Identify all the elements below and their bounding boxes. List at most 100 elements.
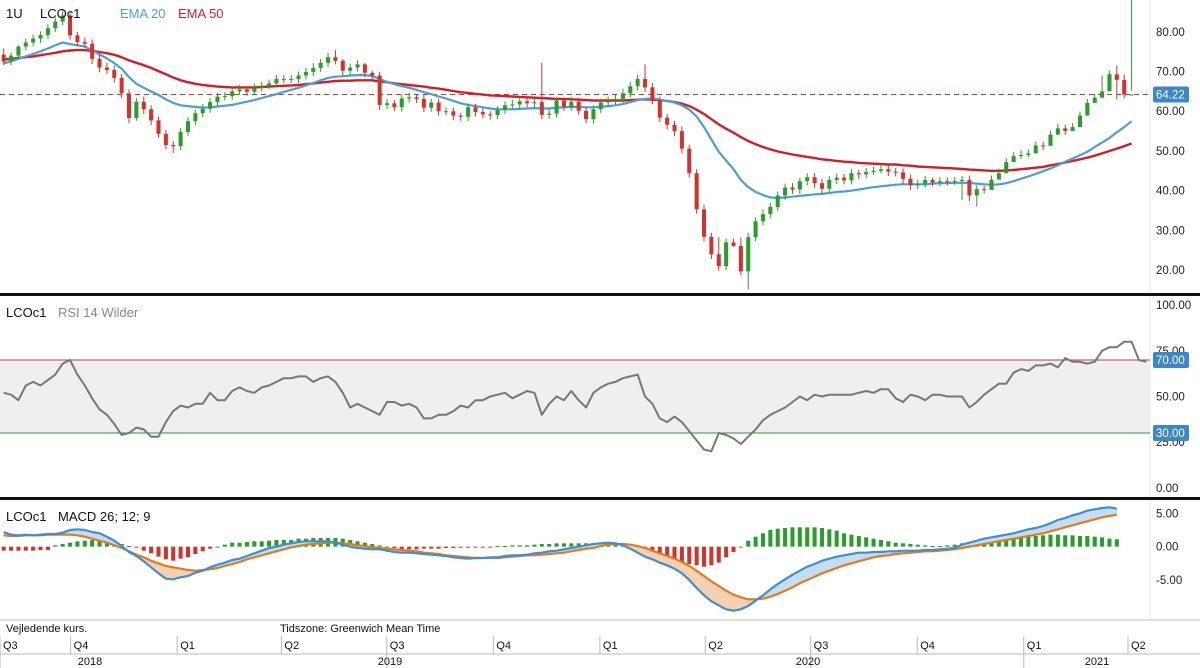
- candle-body: [222, 96, 227, 98]
- candle: [797, 177, 802, 194]
- macd-hist-bar: [126, 546, 132, 547]
- candle: [783, 183, 788, 200]
- candle-body: [68, 15, 73, 36]
- candle-body: [1070, 127, 1075, 132]
- quarter-label: Q3: [814, 640, 829, 652]
- candle-body: [547, 113, 552, 115]
- price-tick-label: 20.00: [1156, 265, 1185, 277]
- candle: [569, 96, 574, 111]
- candle-body: [1100, 91, 1105, 98]
- macd-tick-label: 0.00: [1156, 542, 1178, 554]
- candle: [414, 94, 419, 103]
- candle-body: [1129, 94, 1134, 96]
- macd-hist-bar: [488, 546, 493, 548]
- macd-hist-bar: [38, 546, 43, 550]
- candle: [333, 50, 338, 65]
- candle: [716, 237, 721, 271]
- macd-hist-bar: [952, 544, 957, 547]
- candle-body: [790, 187, 795, 190]
- candle: [982, 185, 987, 194]
- candle: [82, 37, 87, 48]
- macd-hist-bar: [760, 533, 766, 547]
- macd-hist-bar: [355, 541, 360, 547]
- macd-hist-bar: [1011, 538, 1016, 547]
- candle-body: [1114, 74, 1119, 80]
- macd-signal-line: [3, 513, 1117, 601]
- candle-body: [451, 111, 456, 116]
- candle-body: [982, 189, 987, 191]
- candle: [738, 237, 743, 276]
- candle-body: [672, 124, 677, 132]
- candle: [628, 82, 633, 98]
- macd-hist-bar: [893, 542, 898, 547]
- oversold-label: 30.00: [1156, 428, 1185, 440]
- candle-body: [635, 79, 640, 87]
- overbought-label: 70.00: [1156, 355, 1185, 367]
- quarter-label: Q1: [1027, 640, 1042, 652]
- macd-hist-bar: [1070, 535, 1075, 547]
- candle: [436, 98, 441, 116]
- candle: [679, 126, 684, 154]
- candle: [606, 96, 611, 107]
- macd-hist-bar: [458, 546, 463, 548]
- candle: [923, 176, 928, 188]
- candle-body: [849, 173, 854, 181]
- candle-body: [1004, 162, 1009, 174]
- candle-body: [23, 42, 28, 47]
- candle: [878, 165, 883, 174]
- candle-body: [9, 55, 14, 62]
- candle-body: [783, 187, 788, 196]
- macd-hist-bar: [901, 543, 906, 547]
- macd-hist-bar: [1085, 536, 1090, 547]
- macd-hist-bar: [421, 546, 426, 549]
- candle-body: [53, 21, 58, 29]
- candle-body: [384, 103, 390, 105]
- candle: [9, 52, 14, 66]
- candle: [539, 62, 544, 120]
- candle-body: [200, 108, 205, 114]
- macd-hist-bar: [215, 546, 220, 548]
- candle: [871, 166, 876, 175]
- macd-hist-bar: [864, 537, 869, 547]
- candle: [819, 178, 824, 194]
- macd-hist-bar: [384, 546, 390, 548]
- macd-hist-bar: [996, 539, 1001, 547]
- candle-body: [281, 79, 286, 81]
- candle: [407, 92, 412, 103]
- macd-hist-bar: [281, 540, 286, 547]
- candle-body: [797, 181, 802, 190]
- candle-body: [842, 177, 847, 181]
- macd-hist-bar: [429, 546, 434, 549]
- candle-body: [1048, 134, 1053, 146]
- candle: [694, 169, 699, 214]
- candle: [790, 183, 795, 194]
- candle: [200, 104, 205, 118]
- candle: [252, 83, 257, 96]
- macd-hist-bar: [709, 546, 714, 566]
- candle-body: [348, 67, 353, 71]
- macd-hist-bar: [547, 544, 552, 547]
- macd-hist-bar: [842, 533, 847, 547]
- quarter-label: Q4: [920, 640, 935, 652]
- macd-hist-bar: [414, 546, 419, 550]
- candle-body: [1055, 128, 1060, 135]
- candle: [392, 99, 397, 112]
- candle-body: [1107, 74, 1112, 92]
- macd-hist-bar: [576, 543, 581, 547]
- candle-body: [959, 179, 965, 181]
- macd-hist-bar: [856, 536, 861, 547]
- candle: [215, 92, 220, 107]
- candle: [495, 106, 500, 120]
- candle-body: [1018, 154, 1024, 157]
- ema20-line: [3, 41, 1133, 199]
- candle-body: [510, 104, 515, 106]
- ema20-legend: EMA 20: [120, 6, 166, 21]
- candle-body: [584, 110, 589, 120]
- candle-body: [75, 35, 80, 43]
- candle: [643, 64, 648, 93]
- candle: [908, 174, 913, 190]
- ema50-line: [3, 48, 1133, 173]
- price-tick-label: 60.00: [1156, 106, 1185, 118]
- candle-body: [561, 100, 566, 107]
